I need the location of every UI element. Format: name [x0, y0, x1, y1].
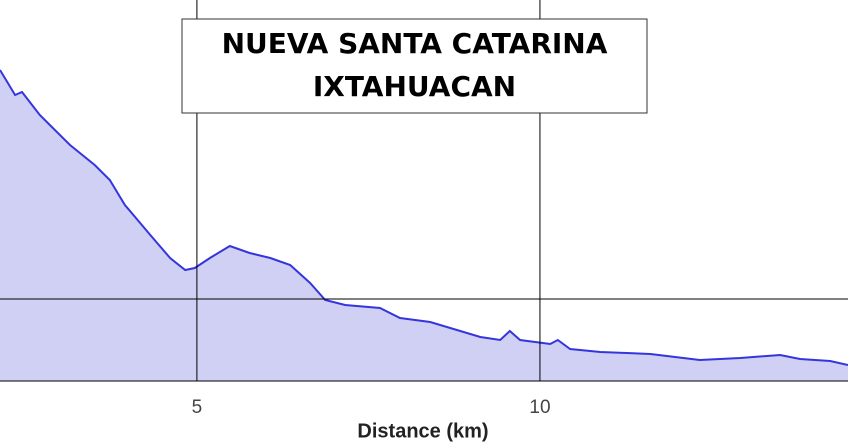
x-axis-label: Distance (km) [357, 420, 488, 442]
chart-title: NUEVA SANTA CATARINA [222, 27, 608, 60]
x-tick-label: 10 [529, 397, 550, 418]
title-box [181, 18, 648, 114]
chart-title: IXTAHUACAN [313, 70, 516, 103]
area-line [0, 69, 848, 366]
area-fill [0, 70, 848, 381]
x-tick-label: 5 [192, 397, 203, 418]
